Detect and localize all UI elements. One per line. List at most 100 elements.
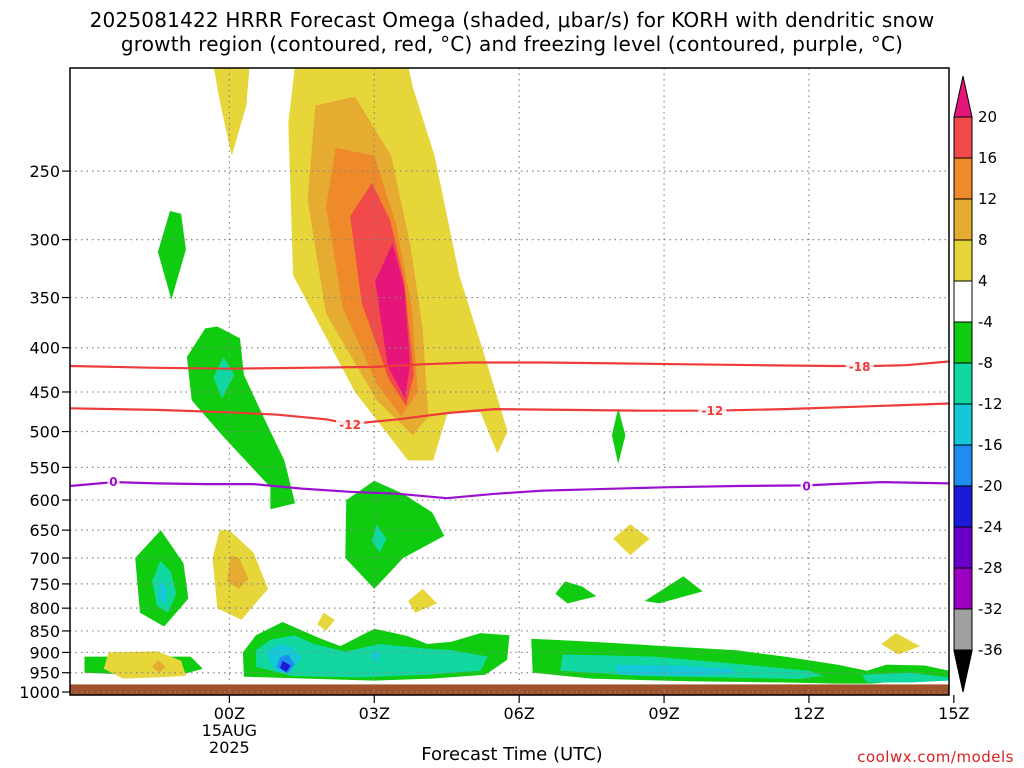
x-tick-label: 06Z: [503, 704, 534, 723]
x-tick-label: 09Z: [648, 704, 679, 723]
y-tick-label: 250: [29, 162, 60, 181]
y-tick-label: 350: [29, 289, 60, 308]
colorbar-label: 16: [978, 149, 997, 167]
x-tick-label: 03Z: [359, 704, 390, 723]
omega-shading-layer: [84, 68, 949, 684]
y-tick-label: 650: [29, 521, 60, 540]
colorbar-cell: [953, 157, 973, 200]
colorbar-cell: [953, 280, 973, 323]
omega-region-8_12: [227, 555, 249, 589]
colorbar-cell: [953, 116, 973, 159]
plot-frame: [69, 67, 950, 696]
x-tick-label: 00Z: [214, 704, 245, 723]
contour-label-bg: [107, 473, 120, 488]
y-tick-label: 800: [29, 599, 60, 618]
omega-region--16_-12: [615, 664, 737, 676]
website-credit: coolwx.com/models: [857, 748, 1014, 766]
y-tick-label: 400: [29, 339, 60, 358]
omega-region-4_8: [613, 524, 650, 556]
omega-region--8_-4: [345, 480, 445, 589]
omega-region-4_8: [103, 651, 186, 679]
omega-region-4_8: [408, 588, 438, 613]
y-axis: 250 300 350 400 450 500 550 600 650 700 750 800 850 9…: [19, 162, 70, 702]
grid-layer: [70, 68, 949, 695]
title-line-1: 2025081422 HRRR Forecast Omega (shaded, …: [89, 8, 935, 32]
ground-surface: [70, 684, 949, 695]
colorbar-cell: [953, 608, 973, 651]
omega-region--16_-12: [370, 650, 381, 663]
colorbar-cell: [953, 198, 973, 241]
y-tick-label: 850: [29, 622, 60, 641]
colorbar-top-arrow: [953, 75, 973, 118]
y-tick-label: 750: [29, 575, 60, 594]
y-tick-label: 600: [29, 491, 60, 510]
contour-label: 0: [109, 475, 117, 489]
colorbar-cell: [953, 485, 973, 528]
title-line-2: growth region (contoured, red, °C) and f…: [120, 32, 904, 56]
ground-layer: [70, 684, 949, 695]
omega-region--8_-4: [644, 576, 703, 604]
colorbar-cell: [953, 362, 973, 405]
colorbar-label: -36: [978, 641, 1003, 659]
colorbar-label: 20: [978, 108, 997, 126]
colorbar-label: -16: [978, 436, 1003, 454]
y-tick-label: 700: [29, 549, 60, 568]
colorbar-label: -32: [978, 600, 1003, 618]
colorbar-bottom-arrow: [953, 650, 973, 693]
contour-line: [70, 402, 949, 426]
omega-region--8_-4: [611, 408, 626, 464]
omega-region--16_-12: [157, 579, 167, 604]
x-tick-label: 15Z: [938, 704, 969, 723]
omega-region--12_-8: [213, 357, 235, 399]
contour-layer: -18 -12 -12 0 0: [70, 359, 949, 500]
x-tick-date: 15AUG: [202, 721, 257, 740]
colorbar-cell: [953, 526, 973, 569]
colorbar-label: -24: [978, 518, 1003, 536]
omega-region--8_-4: [555, 581, 597, 604]
colorbar-label: -8: [978, 354, 993, 372]
colorbar-label: 8: [978, 231, 988, 249]
x-tick-label: 12Z: [793, 704, 824, 723]
colorbar-cell: [953, 321, 973, 364]
colorbar-label: -12: [978, 395, 1003, 413]
y-tick-label: 500: [29, 423, 60, 442]
contour-label: -12: [702, 404, 724, 418]
contour-label-bg: [845, 359, 874, 374]
chart-title: 2025081422 HRRR Forecast Omega (shaded, …: [0, 8, 1024, 56]
x-tick-year: 2025: [209, 738, 250, 757]
omega-region--8_-4: [157, 211, 186, 300]
colorbar-label: -4: [978, 313, 993, 331]
omega-region--12_-8: [371, 524, 387, 553]
contour-label-bg: [800, 478, 813, 493]
contour-label: -18: [849, 360, 871, 374]
y-tick-label: 450: [29, 383, 60, 402]
contour-line: [70, 480, 949, 500]
contour-label: 0: [802, 479, 810, 493]
colorbar-cell: [953, 239, 973, 282]
omega-region-4_8: [317, 612, 335, 631]
colorbar-label: 12: [978, 190, 997, 208]
y-tick-label: 1000: [19, 683, 60, 702]
colorbar-label: 4: [978, 272, 988, 290]
x-axis-title: Forecast Time (UTC): [421, 744, 603, 765]
omega-region-above_20: [375, 243, 410, 399]
contour-label: -12: [339, 418, 361, 432]
y-tick-label: 900: [29, 643, 60, 662]
colorbar-cell: [953, 403, 973, 446]
colorbar-cell: [953, 567, 973, 610]
contour-label-bg: [698, 402, 727, 417]
y-tick-label: 550: [29, 458, 60, 477]
colorbar: 20 16 12 8 4 -4 -8 -12 -16 -20 -24 -28 -32 -36: [953, 75, 1003, 693]
y-tick-label: 300: [29, 231, 60, 250]
omega-region--24_-20: [280, 660, 291, 672]
colorbar-cell: [953, 444, 973, 487]
omega-region--12_-8: [862, 672, 949, 683]
omega-region--8_-4: [186, 326, 296, 510]
contour-label-bg: [336, 416, 365, 431]
omega-region-4_8: [881, 633, 920, 655]
omega-region-8_12: [152, 659, 166, 673]
colorbar-label: -28: [978, 559, 1003, 577]
y-tick-label: 950: [29, 664, 60, 683]
